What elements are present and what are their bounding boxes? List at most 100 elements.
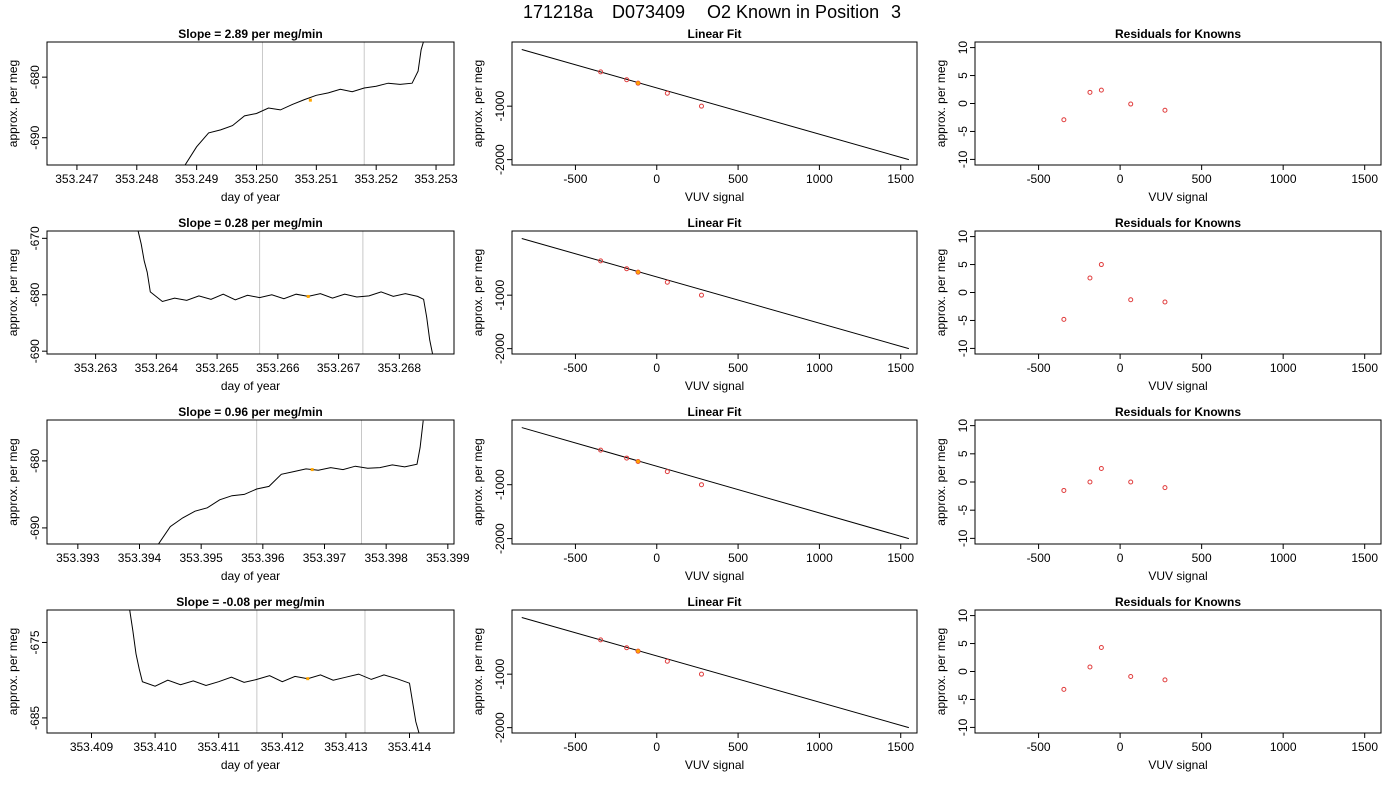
x-tick-label: 1500 bbox=[1351, 551, 1378, 565]
known-point bbox=[598, 447, 604, 453]
x-tick-label: 0 bbox=[1117, 361, 1124, 375]
y-axis-label: approx. per meg bbox=[934, 628, 948, 715]
sample-point bbox=[636, 270, 640, 274]
known-point bbox=[698, 292, 704, 298]
y-tick-label: -680 bbox=[28, 282, 42, 306]
residual-point bbox=[1162, 485, 1168, 491]
panel-title: Linear Fit bbox=[687, 595, 741, 609]
slope-value: 0.28 bbox=[225, 216, 249, 230]
y-tick-label: -10 bbox=[956, 529, 970, 547]
figure-suptitle: 171218a D073409 O2 Known in Position 3 bbox=[523, 2, 901, 22]
panel-title: Slope = 0.28 per meg/min bbox=[178, 216, 322, 230]
x-tick-label: 0 bbox=[1117, 551, 1124, 565]
slope-units: per meg/min bbox=[248, 216, 323, 230]
x-tick-label: 0 bbox=[1117, 172, 1124, 186]
y-tick-label: -10 bbox=[956, 150, 970, 168]
x-tick-label: 353.413 bbox=[324, 740, 368, 754]
fit-line bbox=[521, 238, 910, 350]
sample-point bbox=[636, 81, 640, 85]
x-tick-label: 1000 bbox=[1270, 361, 1297, 375]
known-point bbox=[698, 482, 704, 488]
x-tick-label: 353.253 bbox=[414, 172, 458, 186]
suptitle-run: 171218a bbox=[523, 2, 594, 22]
y-tick-label: -685 bbox=[28, 706, 42, 730]
x-tick-label: 1000 bbox=[1270, 172, 1297, 186]
y-tick-label: -10 bbox=[956, 718, 970, 736]
slope-label: Slope = bbox=[178, 216, 224, 230]
y-tick-label: 10 bbox=[956, 41, 970, 55]
panel-fit-row4: Linear Fit -500 0 500 1000 1500 -2000 -1000 VUV … bbox=[471, 595, 918, 772]
x-tick-label: -500 bbox=[563, 551, 587, 565]
x-tick-label: 1000 bbox=[806, 172, 833, 186]
x-tick-label: 353.251 bbox=[295, 172, 339, 186]
residual-point bbox=[1128, 674, 1134, 680]
y-tick-label: -1000 bbox=[493, 659, 507, 690]
x-tick-label: 353.264 bbox=[135, 361, 179, 375]
known-point bbox=[698, 671, 704, 677]
x-axis-label: VUV signal bbox=[685, 569, 744, 583]
x-tick-label: 353.250 bbox=[235, 172, 279, 186]
x-tick-label: 500 bbox=[1192, 172, 1212, 186]
residual-point bbox=[1098, 87, 1104, 93]
residual-point bbox=[1128, 297, 1134, 303]
y-tick-label: -2000 bbox=[493, 712, 507, 743]
y-tick-label: -2000 bbox=[493, 333, 507, 364]
trace-mean-marker bbox=[310, 468, 314, 472]
x-tick-label: 353.396 bbox=[241, 551, 285, 565]
x-tick-label: 353.412 bbox=[261, 740, 305, 754]
sample-point bbox=[636, 649, 640, 653]
trace-line bbox=[129, 610, 420, 733]
x-tick-label: 1500 bbox=[887, 551, 914, 565]
x-axis-label: day of year bbox=[221, 379, 280, 393]
trace-line bbox=[137, 231, 434, 354]
plot-frame bbox=[511, 41, 918, 166]
x-axis-label: VUV signal bbox=[685, 758, 744, 772]
x-tick-label: 353.409 bbox=[70, 740, 114, 754]
x-tick-label: 1500 bbox=[1351, 361, 1378, 375]
y-tick-label: 5 bbox=[956, 640, 970, 647]
x-tick-label: 353.393 bbox=[56, 551, 100, 565]
x-tick-label: 353.268 bbox=[378, 361, 422, 375]
residual-point bbox=[1061, 117, 1067, 123]
plot-frame bbox=[46, 609, 455, 734]
plot-area bbox=[184, 42, 424, 165]
residual-point bbox=[1087, 89, 1093, 95]
y-tick-label: -10 bbox=[956, 339, 970, 357]
y-axis-label: approx. per meg bbox=[6, 60, 20, 147]
panel-time-row2: Slope = 0.28 per meg/min 353.263 353.264 35… bbox=[6, 216, 455, 393]
x-axis-label: VUV signal bbox=[1148, 569, 1207, 583]
slope-label: Slope = bbox=[178, 27, 224, 41]
suptitle-tank: D073409 bbox=[612, 2, 685, 22]
x-tick-label: -500 bbox=[563, 361, 587, 375]
residual-point bbox=[1128, 101, 1134, 107]
x-tick-label: -500 bbox=[1027, 361, 1051, 375]
known-point bbox=[664, 469, 670, 475]
panel-title: Slope = -0.08 per meg/min bbox=[176, 595, 324, 609]
x-tick-label: 1500 bbox=[887, 740, 914, 754]
x-tick-label: -500 bbox=[1027, 551, 1051, 565]
x-axis-label: day of year bbox=[221, 569, 280, 583]
panel-title: Residuals for Knowns bbox=[1115, 27, 1241, 41]
y-tick-label: 0 bbox=[956, 100, 970, 107]
y-tick-label: -670 bbox=[28, 226, 42, 250]
fit-line bbox=[521, 49, 910, 161]
known-point bbox=[664, 90, 670, 96]
y-axis-label: approx. per meg bbox=[934, 249, 948, 336]
x-axis-label: VUV signal bbox=[685, 379, 744, 393]
known-point bbox=[624, 77, 630, 83]
y-axis-label: approx. per meg bbox=[471, 60, 485, 147]
panel-title: Linear Fit bbox=[687, 216, 741, 230]
x-tick-label: 353.399 bbox=[426, 551, 470, 565]
plot-frame bbox=[974, 609, 1382, 734]
x-axis-label: VUV signal bbox=[1148, 758, 1207, 772]
plot-area bbox=[521, 617, 910, 729]
residual-point bbox=[1098, 262, 1104, 268]
fit-line bbox=[521, 427, 910, 540]
suptitle-position: 3 bbox=[891, 2, 901, 22]
residual-point bbox=[1087, 275, 1093, 281]
panel-resid-row2: Residuals for Knowns -500 0 500 1000 1500 -10 -… bbox=[934, 216, 1382, 393]
x-axis-label: VUV signal bbox=[1148, 379, 1207, 393]
plot-area bbox=[1061, 644, 1168, 692]
x-tick-label: 353.247 bbox=[55, 172, 99, 186]
